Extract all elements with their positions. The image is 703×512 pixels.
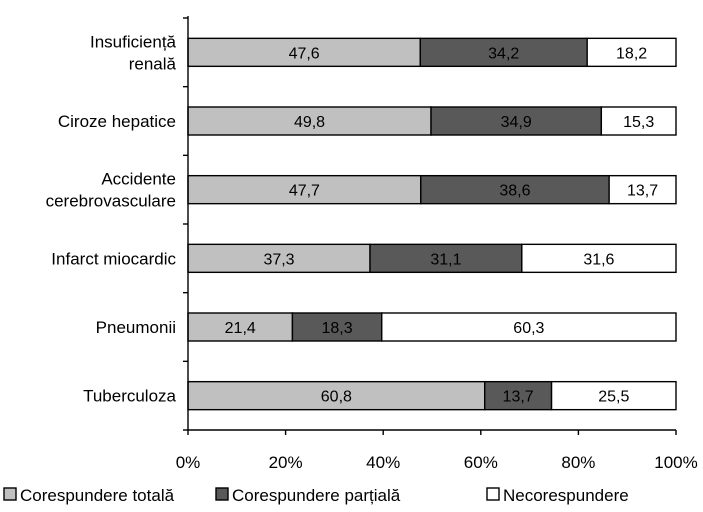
category-label-insuficienta-renala: Insuficiență renală bbox=[90, 32, 177, 73]
bar-ciroze-hepatice-necorespundere bbox=[600, 106, 677, 136]
data-label-pneumonii-necorespundere: 60,3 bbox=[513, 320, 544, 337]
bar-accidente-cerebrovasculare-corespundere-totala bbox=[187, 174, 422, 205]
labels-layer: 47,6 34,2 18,2 Insuficiență renală 49,8 34,9 15… bbox=[46, 32, 659, 405]
x-tick-label-0: 0% bbox=[176, 453, 201, 472]
bar-pneumonii-necorespundere bbox=[381, 312, 677, 342]
data-label-tuberculoza-corespundere-totala: 60,8 bbox=[321, 389, 352, 406]
data-label-ciroze-hepatice-corespundere-totala: 49,8 bbox=[294, 114, 325, 131]
category-label-tuberculoza: Tuberculoza bbox=[83, 387, 176, 406]
bar-insuficienta-renala-corespundere-partiala bbox=[419, 37, 588, 68]
data-label-infarct-miocardic-corespundere-totala: 37,3 bbox=[263, 251, 294, 268]
legend-label-corespundere-totala: Corespundere totală bbox=[20, 486, 175, 505]
x-tick-label-3: 60% bbox=[464, 453, 498, 472]
category-label-pneumonii: Pneumonii bbox=[96, 318, 176, 337]
category-label-infarct-miocardic: Infarct miocardic bbox=[51, 249, 176, 268]
data-label-pneumonii-corespundere-totala: 21,4 bbox=[225, 320, 256, 337]
legend: Corespundere totală Corespundere parțială… bbox=[3, 486, 629, 505]
category-label-ciroze-hepatice: Ciroze hepatice bbox=[58, 112, 176, 131]
bar-pneumonii-corespundere-totala bbox=[187, 312, 294, 342]
legend-label-corespundere-partiala: Corespundere parțială bbox=[232, 486, 401, 505]
category-label-accidente-cerebrovasculare: Accidente cerebrovasculare bbox=[46, 170, 176, 211]
bar-insuficienta-renala-necorespundere bbox=[586, 37, 677, 68]
data-label-infarct-miocardic-corespundere-partiala: 31,1 bbox=[430, 251, 461, 268]
bar-tuberculoza-necorespundere bbox=[550, 380, 677, 411]
data-label-ciroze-hepatice-necorespundere: 15,3 bbox=[623, 114, 654, 131]
x-tick-label-5: 100% bbox=[654, 453, 697, 472]
data-label-accidente-cerebrovasculare-corespundere-partiala: 38,6 bbox=[499, 183, 530, 200]
legend-swatch-necorespundere bbox=[486, 487, 500, 501]
x-tick-label-2: 40% bbox=[366, 453, 400, 472]
data-label-infarct-miocardic-necorespundere: 31,6 bbox=[583, 251, 614, 268]
data-label-insuficienta-renala-necorespundere: 18,2 bbox=[616, 45, 647, 62]
legend-label-necorespundere: Necorespundere bbox=[503, 486, 629, 505]
bar-ciroze-hepatice-corespundere-partiala bbox=[430, 106, 603, 136]
bars-layer bbox=[187, 37, 677, 411]
data-label-insuficienta-renala-corespundere-totala: 47,6 bbox=[289, 45, 320, 62]
data-label-insuficienta-renala-corespundere-partiala: 34,2 bbox=[488, 45, 519, 62]
data-label-accidente-cerebrovasculare-necorespundere: 13,7 bbox=[627, 183, 658, 200]
data-label-accidente-cerebrovasculare-corespundere-totala: 47,7 bbox=[289, 183, 320, 200]
bar-accidente-cerebrovasculare-necorespundere bbox=[608, 174, 677, 205]
data-label-ciroze-hepatice-corespundere-partiala: 34,9 bbox=[501, 114, 532, 131]
x-tick-label-1: 20% bbox=[269, 453, 303, 472]
legend-swatch-corespundere-partiala bbox=[215, 487, 229, 501]
x-tick-label-4: 80% bbox=[561, 453, 595, 472]
axes-layer: 0% 20% 40% 60% 80% 100% bbox=[176, 16, 698, 472]
legend-swatch-corespundere-totala bbox=[3, 487, 17, 501]
data-label-tuberculoza-necorespundere: 25,5 bbox=[598, 389, 629, 406]
bar-infarct-miocardic-necorespundere bbox=[521, 243, 677, 274]
bar-accidente-cerebrovasculare-corespundere-partiala bbox=[420, 174, 610, 205]
bar-tuberculoza-corespundere-partiala bbox=[484, 380, 553, 411]
data-label-pneumonii-corespundere-partiala: 18,3 bbox=[322, 320, 353, 337]
bar-pneumonii-corespundere-partiala bbox=[291, 312, 383, 342]
data-label-tuberculoza-corespundere-partiala: 13,7 bbox=[503, 389, 534, 406]
